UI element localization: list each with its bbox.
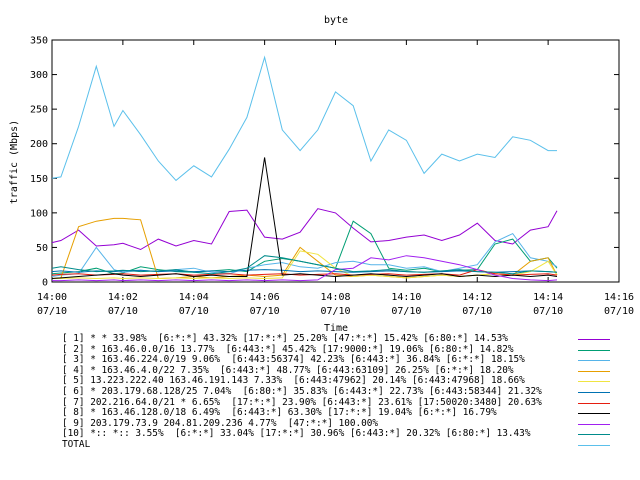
x-tick-label-date: 07/10 <box>108 306 138 317</box>
x-tick-label-time: 14:10 <box>391 292 421 303</box>
legend-entry: [10] *:: *:: 3.55% [6:*:*] 33.04% [17:*:… <box>62 429 640 440</box>
x-axis: 14:00 07/10 14:02 07/10 14:04 07/10 14:06 07/10… <box>37 40 634 317</box>
y-tick-label: 200 <box>30 139 48 150</box>
y-tick-label: 50 <box>36 243 48 254</box>
legend-swatch <box>578 413 610 415</box>
series-line-11 <box>51 55 557 182</box>
legend-label: [ 4] * 163.46.4.0/22 7.35% [6:443:*] 48.… <box>62 364 514 376</box>
x-tick-label-time: 14:08 <box>320 292 350 303</box>
y-tick-label: 100 <box>30 208 48 219</box>
legend-swatch <box>578 391 610 393</box>
x-tick-label-time: 14:02 <box>108 292 138 303</box>
y-tick-label: 250 <box>30 105 48 116</box>
legend-label: [ 2] * 163.46.0.0/16 13.77% [6:443:*] 45… <box>62 343 514 355</box>
series-line-3 <box>51 232 558 277</box>
x-tick-label-date: 07/10 <box>179 306 209 317</box>
legend-swatch <box>578 339 610 340</box>
legend-swatch <box>578 423 610 425</box>
y-axis-label: traffic (Mbps) <box>9 120 20 204</box>
x-tick-label-time: 14:06 <box>250 292 280 303</box>
legend-swatch <box>578 381 610 383</box>
legend-label: TOTAL <box>62 438 91 450</box>
y-tick-label: 150 <box>30 174 48 185</box>
legend-swatch <box>578 402 610 404</box>
legend-label: [ 6] * 203.179.68.128/25 7.04% [6:80:*] … <box>62 385 542 397</box>
series-lines <box>51 55 558 282</box>
legend-entry: [ 7] 202.216.64.0/21 * 6.65% [17:*:*] 23… <box>62 396 640 409</box>
legend-entry: [ 8] * 163.46.128.0/18 6.49% [6:443:*] 6… <box>62 407 640 419</box>
x-tick-label-date: 07/10 <box>462 306 492 317</box>
legend-swatch <box>578 370 610 372</box>
y-tick-label: 0 <box>42 278 48 289</box>
chart-title: byte <box>324 15 348 26</box>
x-tick-label-date: 07/10 <box>250 306 280 317</box>
legend-swatch <box>578 360 610 362</box>
legend-entry: [ 4] * 163.46.4.0/22 7.35% [6:443:*] 48.… <box>62 364 640 377</box>
legend-swatch <box>578 349 610 351</box>
series-line-2 <box>51 220 558 275</box>
series-line-1 <box>51 208 558 251</box>
x-tick-label-time: 14:14 <box>533 292 563 303</box>
x-tick-label-time: 14:04 <box>179 292 209 303</box>
legend-entry: TOTAL <box>62 438 640 451</box>
legend-label: [ 9] 203.179.73.9 204.81.209.236 4.77% [… <box>62 417 379 429</box>
legend-label: [ 1] * * 33.98% [6:*:*] 43.32% [17:*:*] … <box>62 333 508 344</box>
x-tick-label-date: 07/10 <box>320 306 350 317</box>
x-axis-label: Time <box>324 323 348 334</box>
series-line-10 <box>51 255 558 275</box>
series-line-9 <box>52 255 558 282</box>
x-tick-label-date: 07/10 <box>604 306 634 317</box>
x-tick-label-time: 14:12 <box>462 292 492 303</box>
legend-label: [ 8] * 163.46.128.0/18 6.49% [6:443:*] 6… <box>62 407 497 419</box>
series-line-8 <box>51 157 558 279</box>
legend-entry: [ 3] * 163.46.224.0/19 9.06% [6:443:5637… <box>62 354 640 366</box>
legend: [ 1] * * 33.98% [6:*:*] 43.32% [17:*:*] … <box>62 333 640 451</box>
legend-label: [10] *:: *:: 3.55% [6:*:*] 33.04% [17:*:… <box>62 428 531 440</box>
legend-swatch <box>578 444 610 446</box>
legend-entry: [ 9] 203.179.73.9 204.81.209.236 4.77% [… <box>62 417 640 430</box>
legend-entry: [ 5] 13.223.222.40 163.46.191.143 7.33% … <box>62 376 640 387</box>
x-tick-label-time: 14:16 <box>604 292 634 303</box>
legend-entry: [ 1] * * 33.98% [6:*:*] 43.32% [17:*:*] … <box>62 333 640 345</box>
x-tick-label-date: 07/10 <box>533 306 563 317</box>
legend-entry: [ 6] * 203.179.68.128/25 7.04% [6:80:*] … <box>62 385 640 398</box>
x-tick-label-date: 07/10 <box>37 306 67 317</box>
y-axis: 0 50 100 150 200 250 300 350 <box>30 36 619 289</box>
legend-swatch <box>578 434 610 436</box>
x-tick-label-time: 14:00 <box>37 292 67 303</box>
legend-label: [ 5] 13.223.222.40 163.46.191.143 7.33% … <box>62 375 525 387</box>
legend-entry: [ 2] * 163.46.0.0/16 13.77% [6:443:*] 45… <box>62 343 640 356</box>
legend-label: [ 3] * 163.46.224.0/19 9.06% [6:443:5637… <box>62 354 525 366</box>
legend-label: [ 7] 202.216.64.0/21 * 6.65% [17:*:*] 23… <box>62 396 542 408</box>
y-tick-label: 350 <box>30 36 48 47</box>
x-tick-label-date: 07/10 <box>391 306 421 317</box>
y-tick-label: 300 <box>30 70 48 81</box>
plot-frame <box>51 39 620 283</box>
